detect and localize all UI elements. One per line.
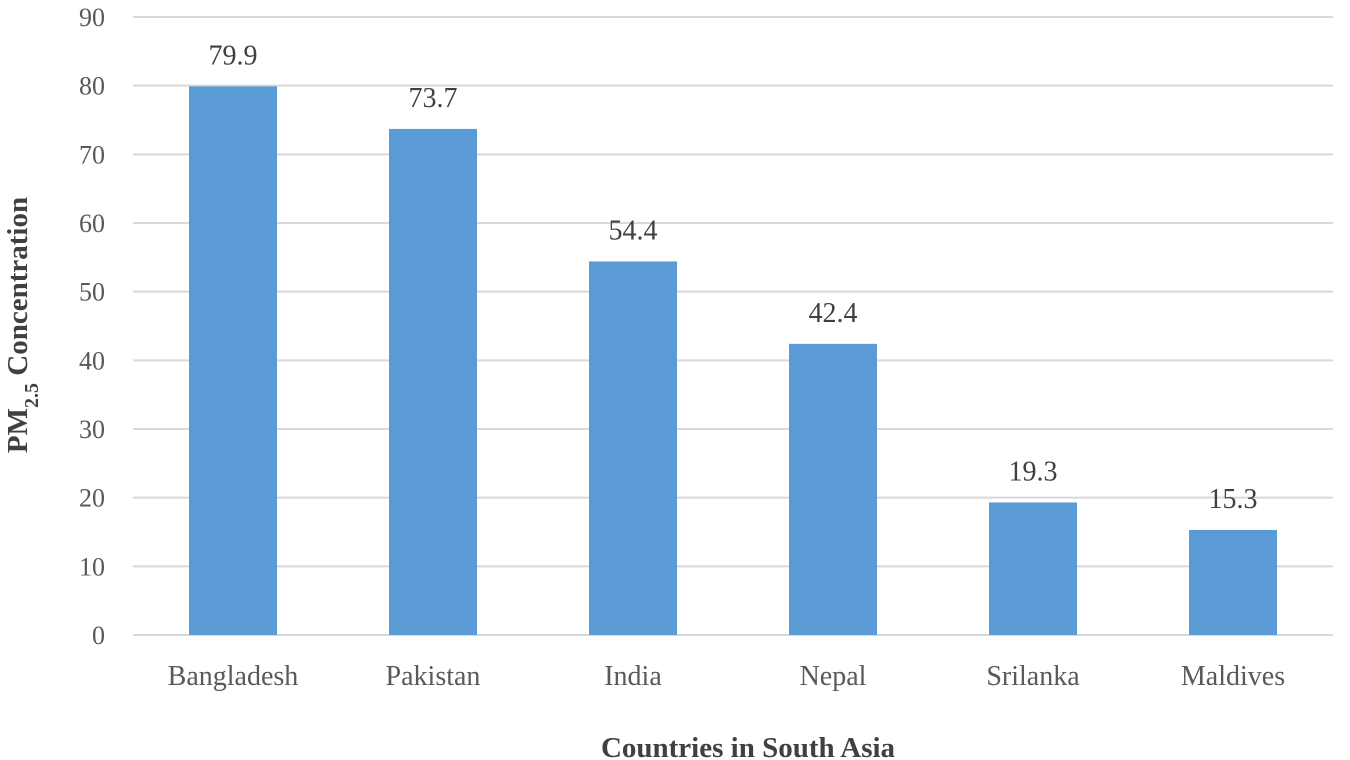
x-tick-label: Nepal bbox=[800, 661, 867, 692]
y-tick-label: 50 bbox=[79, 278, 105, 307]
data-label: 79.9 bbox=[209, 40, 258, 71]
y-tick-label: 20 bbox=[79, 484, 105, 513]
bars bbox=[189, 86, 1277, 635]
y-tick-label: 0 bbox=[92, 621, 105, 650]
bar-bangladesh bbox=[189, 86, 277, 635]
y-axis-title-suffix: Concentration bbox=[2, 197, 34, 383]
x-tick-label: Maldives bbox=[1181, 661, 1285, 692]
y-tick-label: 60 bbox=[79, 209, 105, 238]
data-labels: 79.9 73.7 54.4 42.4 19.3 15.3 bbox=[209, 40, 1258, 515]
bar-maldives bbox=[1189, 529, 1277, 635]
bar-india bbox=[589, 261, 677, 635]
x-tick-label: Srilanka bbox=[986, 661, 1080, 692]
data-label: 19.3 bbox=[1009, 456, 1058, 487]
data-label: 54.4 bbox=[609, 215, 658, 246]
y-axis-ticks: 0 10 20 30 40 50 60 70 80 90 bbox=[79, 3, 105, 650]
y-tick-label: 90 bbox=[79, 3, 105, 32]
x-axis-title: Countries in South Asia bbox=[601, 732, 896, 760]
bar-nepal bbox=[789, 343, 877, 635]
y-axis-title: PM2.5 Concentration bbox=[2, 197, 43, 453]
x-tick-label: Pakistan bbox=[386, 661, 481, 692]
y-tick-label: 70 bbox=[79, 140, 105, 169]
data-label: 42.4 bbox=[809, 298, 858, 329]
y-axis-title-subscript: 2.5 bbox=[21, 383, 43, 408]
y-tick-label: 10 bbox=[79, 552, 105, 581]
y-tick-label: 40 bbox=[79, 346, 105, 375]
bar-srilanka bbox=[989, 502, 1077, 635]
x-tick-label: Bangladesh bbox=[168, 661, 299, 692]
y-tick-label: 30 bbox=[79, 415, 105, 444]
y-axis-title-prefix: PM bbox=[2, 408, 34, 453]
x-tick-label: India bbox=[604, 661, 662, 692]
y-tick-label: 80 bbox=[79, 72, 105, 101]
bar-pakistan bbox=[389, 128, 477, 635]
gridlines bbox=[133, 16, 1333, 636]
x-axis-ticks: Bangladesh Pakistan India Nepal Srilanka Mald… bbox=[168, 661, 1285, 692]
data-label: 73.7 bbox=[409, 83, 458, 114]
data-label: 15.3 bbox=[1209, 484, 1258, 515]
